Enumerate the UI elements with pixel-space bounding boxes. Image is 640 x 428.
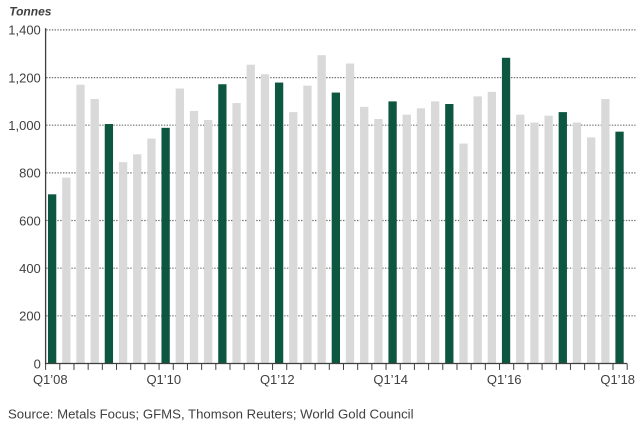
svg-text:Q1’08: Q1’08 [33, 372, 68, 387]
svg-text:Tonnes: Tonnes [9, 4, 52, 18]
svg-text:0: 0 [34, 356, 41, 371]
svg-text:1,200: 1,200 [8, 70, 41, 85]
svg-text:Q1’16: Q1’16 [487, 372, 522, 387]
svg-text:200: 200 [19, 309, 41, 324]
svg-text:Q1’10: Q1’10 [146, 372, 181, 387]
svg-text:1,000: 1,000 [8, 118, 41, 133]
svg-text:Source: Metals Focus; GFMS, Th: Source: Metals Focus; GFMS, Thomson Reut… [8, 407, 414, 422]
svg-text:Q1’18: Q1’18 [600, 372, 635, 387]
svg-text:400: 400 [19, 261, 41, 276]
svg-text:600: 600 [19, 213, 41, 228]
svg-text:Q1’12: Q1’12 [260, 372, 295, 387]
svg-text:800: 800 [19, 166, 41, 181]
svg-text:1,400: 1,400 [8, 23, 41, 38]
svg-text:Q1’14: Q1’14 [373, 372, 408, 387]
